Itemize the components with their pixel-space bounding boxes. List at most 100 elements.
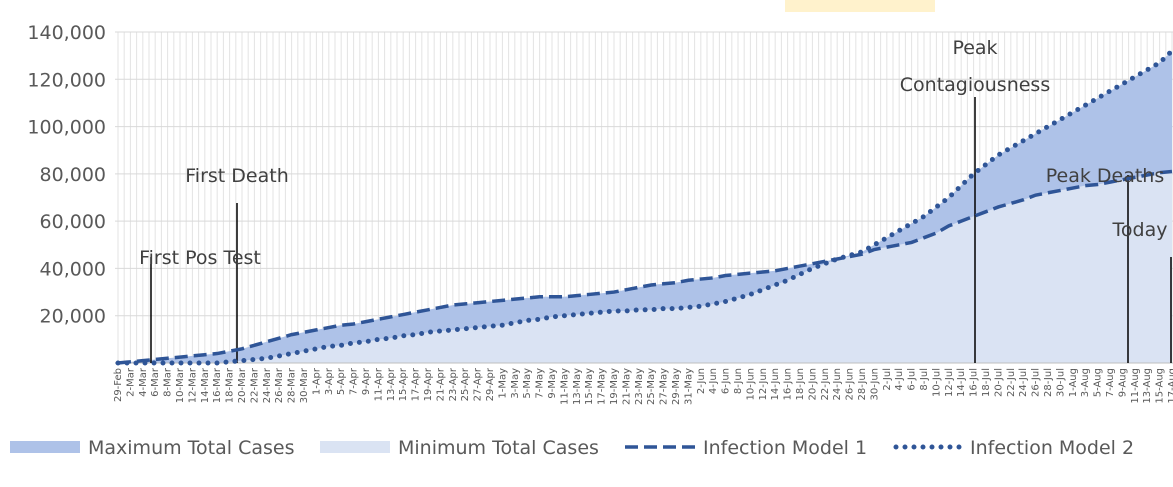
x-tick-label: 11-May (559, 368, 570, 405)
x-tick-label: 26-Mar (274, 367, 285, 403)
x-tick-label: 19-Apr (423, 367, 434, 401)
x-tick-label: 19-May (609, 368, 620, 405)
x-tick-label: 6-Jun (721, 368, 732, 394)
y-tick-label: 120,000 (27, 69, 106, 91)
annotation: Peak Deaths (1045, 165, 1165, 187)
x-tick-label: 27-Apr (473, 367, 484, 401)
x-tick-label: 18-Jul (981, 368, 992, 397)
x-tick-label: 1-Aug (1068, 368, 1079, 397)
x-tick-label: 2-Jun (696, 368, 707, 394)
y-tick-label: 100,000 (27, 117, 106, 139)
legend-label: Infection Model 1 (703, 437, 867, 459)
x-tick-label: 24-Jul (1018, 368, 1029, 397)
x-tick-label: 29-May (671, 368, 682, 405)
x-tick-label: 3-May (510, 368, 521, 399)
legend-label: Infection Model 2 (970, 437, 1134, 459)
x-tick-label: 15-Aug (1155, 368, 1166, 404)
x-tick-label: 7-Apr (349, 367, 360, 395)
x-tick-label: 5-Apr (336, 367, 347, 395)
x-tick-label: 15-Apr (398, 367, 409, 401)
x-tick-label: 21-May (621, 368, 632, 405)
x-tick-label: 29-Apr (485, 367, 496, 401)
x-tick-label: 28-Mar (287, 367, 298, 403)
x-tick-label: 24-Jun (832, 368, 843, 401)
x-tick-label: 16-Jun (783, 368, 794, 401)
x-tick-label: 2-Jul (882, 368, 893, 391)
x-tick-label: 24-Mar (262, 367, 273, 403)
legend-label: Minimum Total Cases (398, 437, 599, 459)
legend-swatch (320, 441, 390, 453)
x-tick-label: 31-May (683, 368, 694, 405)
x-tick-label: 14-Jun (770, 368, 781, 401)
x-tick-label: 4-Mar (138, 367, 149, 397)
x-tick-label: 9-Aug (1117, 368, 1128, 397)
x-tick-label: 18-Mar (225, 367, 236, 403)
annotation: First Pos Test (139, 247, 261, 269)
x-tick-label: 12-Jun (758, 368, 769, 401)
x-tick-label: 20-Mar (237, 367, 248, 403)
x-tick-label: 5-May (522, 368, 533, 399)
x-tick-label: 12-Jul (944, 368, 955, 397)
x-tick-label: 4-Jun (708, 368, 719, 394)
x-tick-label: 25-May (646, 368, 657, 405)
x-tick-label: 17-Aug (1167, 368, 1173, 404)
x-tick-label: 26-Jun (845, 368, 856, 401)
y-tick-label: 80,000 (40, 164, 106, 186)
x-tick-label: 2-Mar (125, 367, 136, 397)
x-tick-label: 13-Aug (1142, 368, 1153, 404)
x-tick-label: 14-Jul (956, 368, 967, 397)
x-tick-label: 11-Apr (373, 367, 384, 401)
x-tick-label: 17-May (597, 368, 608, 405)
x-tick-label: 23-Apr (448, 367, 459, 401)
annotation: Peak Contagiousness (899, 37, 1051, 96)
x-tick-label: 28-Jul (1043, 368, 1054, 397)
annotation: Today (1112, 219, 1168, 241)
x-tick-label: 8-Jun (733, 368, 744, 394)
x-tick-label: 1-May (497, 368, 508, 399)
x-tick-label: 22-Jun (820, 368, 831, 401)
y-tick-label: 140,000 (27, 22, 106, 44)
header-highlight (785, 0, 935, 12)
x-tick-label: 16-Jul (969, 368, 980, 397)
x-tick-label: 21-Apr (435, 367, 446, 401)
x-tick-label: 9-Apr (361, 367, 372, 395)
x-tick-label: 15-May (584, 368, 595, 405)
x-tick-label: 29-Feb (113, 368, 124, 402)
x-tick-label: 22-Mar (249, 367, 260, 403)
x-tick-label: 6-Jul (907, 368, 918, 391)
x-tick-label: 18-Jun (795, 368, 806, 401)
x-tick-label: 20-Jun (807, 368, 818, 401)
y-tick-label: 40,000 (40, 258, 106, 280)
x-tick-label: 20-Jul (993, 368, 1004, 397)
x-tick-label: 9-May (547, 368, 558, 399)
x-tick-label: 3-Aug (1080, 368, 1091, 397)
x-tick-label: 10-Mar (175, 367, 186, 403)
x-tick-label: 11-Aug (1130, 368, 1141, 404)
x-tick-label: 22-Jul (1006, 368, 1017, 397)
x-tick-label: 28-Jun (857, 368, 868, 401)
x-tick-label: 10-Jul (931, 368, 942, 397)
x-tick-label: 23-May (634, 368, 645, 405)
x-tick-label: 13-May (572, 368, 583, 405)
x-tick-label: 13-Apr (386, 367, 397, 401)
x-tick-label: 25-Apr (460, 367, 471, 401)
x-tick-label: 30-Jul (1055, 368, 1066, 397)
x-tick-label: 27-May (659, 368, 670, 405)
x-tick-label: 7-Aug (1105, 368, 1116, 397)
x-tick-label: 26-Jul (1031, 368, 1042, 397)
line (115, 48, 1173, 366)
x-tick-label: 8-Mar (163, 367, 174, 397)
area (118, 171, 1172, 363)
x-tick-label: 17-Apr (411, 367, 422, 401)
x-tick-label: 1-Apr (311, 367, 322, 395)
x-tick-label: 4-Jul (894, 368, 905, 391)
x-tick-label: 10-Jun (745, 368, 756, 401)
legend-swatch (10, 441, 80, 453)
line (117, 169, 1173, 365)
y-tick-label: 20,000 (40, 306, 106, 328)
annotation: First Death (185, 165, 289, 187)
legend-label: Maximum Total Cases (88, 437, 294, 459)
x-tick-label: 30-Jun (869, 368, 880, 401)
x-tick-label: 14-Mar (200, 367, 211, 403)
